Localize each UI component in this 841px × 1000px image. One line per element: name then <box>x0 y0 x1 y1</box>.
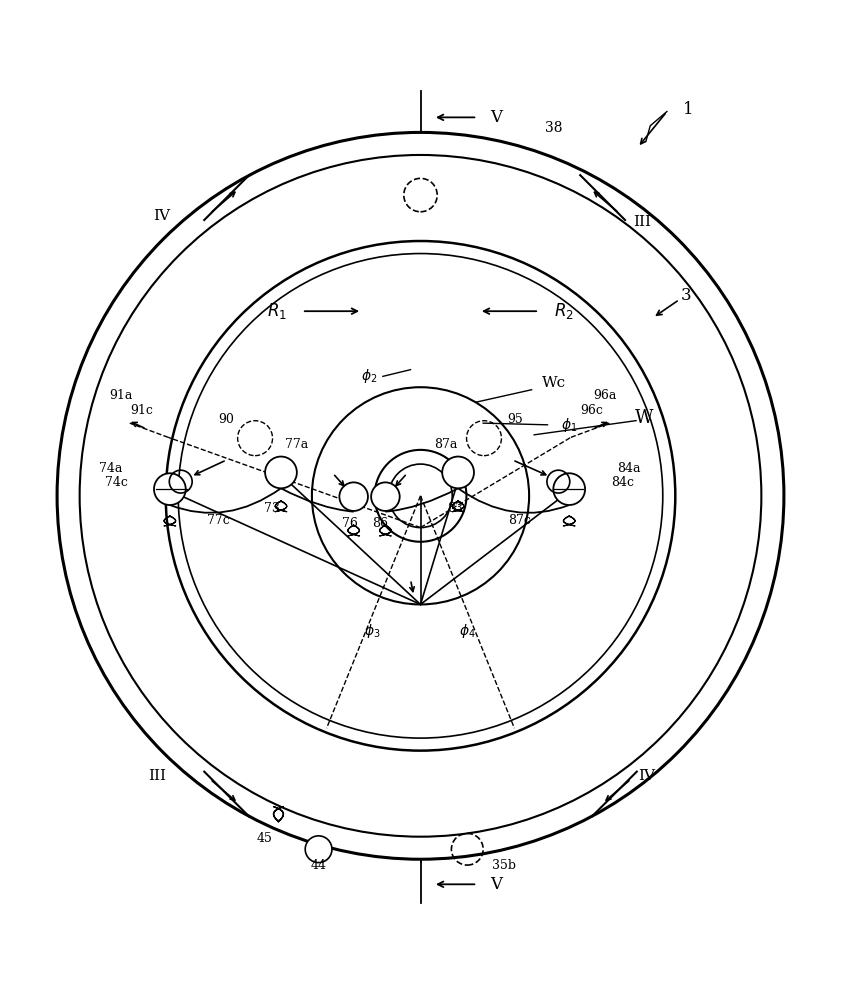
Text: 83: 83 <box>447 502 463 515</box>
Text: III: III <box>148 769 166 783</box>
Text: 73: 73 <box>264 502 280 515</box>
Circle shape <box>442 457 474 488</box>
Text: $\phi_3$: $\phi_3$ <box>364 622 380 640</box>
Circle shape <box>553 473 585 505</box>
Text: 1: 1 <box>683 101 693 118</box>
Circle shape <box>265 457 297 488</box>
Text: 95: 95 <box>507 413 523 426</box>
Text: 96a: 96a <box>594 389 616 402</box>
Text: 44: 44 <box>310 859 326 872</box>
Text: 96c: 96c <box>579 404 603 417</box>
Text: 90: 90 <box>219 413 235 426</box>
Text: IV: IV <box>637 769 654 783</box>
Text: 77c: 77c <box>207 514 230 527</box>
Text: 91c: 91c <box>130 404 152 417</box>
Text: $\phi_1$: $\phi_1$ <box>561 416 577 434</box>
Text: IV: IV <box>153 209 170 223</box>
Text: $\phi_2$: $\phi_2$ <box>361 367 377 385</box>
Text: V: V <box>489 109 502 126</box>
Circle shape <box>305 836 332 863</box>
Text: 91a: 91a <box>109 389 133 402</box>
Text: 38: 38 <box>546 121 563 135</box>
Text: III: III <box>632 215 651 229</box>
Text: $\phi_4$: $\phi_4$ <box>459 622 476 640</box>
Text: 87c: 87c <box>508 514 531 527</box>
Text: 74c: 74c <box>105 476 128 489</box>
Text: 76: 76 <box>341 517 357 530</box>
Text: W: W <box>635 409 653 427</box>
Text: $R_1$: $R_1$ <box>267 301 287 321</box>
Text: 77a: 77a <box>285 438 309 451</box>
Text: 86: 86 <box>373 517 389 530</box>
Circle shape <box>154 473 186 505</box>
Circle shape <box>371 482 399 511</box>
Text: 74a: 74a <box>99 462 122 475</box>
Text: 3: 3 <box>681 287 691 304</box>
Text: Wc: Wc <box>542 376 566 390</box>
Text: $R_2$: $R_2$ <box>554 301 574 321</box>
Text: V: V <box>489 876 502 893</box>
Text: 84a: 84a <box>616 462 640 475</box>
Text: 84c: 84c <box>611 476 634 489</box>
Text: 45: 45 <box>257 832 272 845</box>
Circle shape <box>340 482 368 511</box>
Text: 35b: 35b <box>491 859 516 872</box>
Text: 87a: 87a <box>434 438 458 451</box>
